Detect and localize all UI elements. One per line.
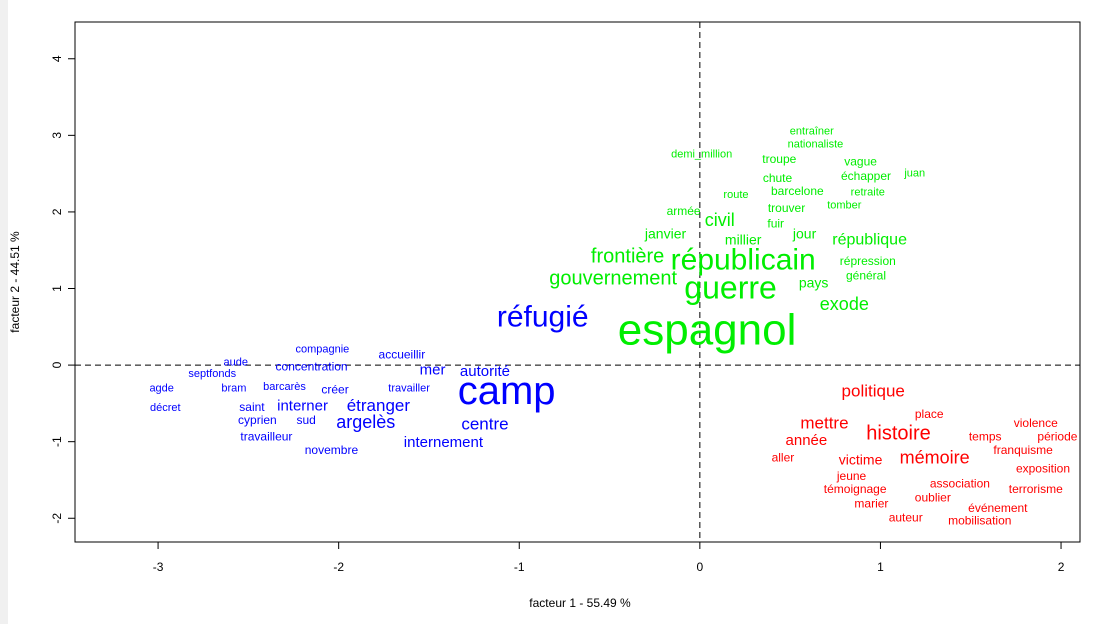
word: route [723,189,748,201]
word: répression [840,254,896,268]
word: auteur [889,510,923,524]
word: mettre [800,414,848,433]
word: autorité [460,363,510,380]
word: barcarès [263,381,306,393]
word: mer [420,361,446,378]
y-tick-label: 4 [50,55,64,62]
word: accueillir [379,347,426,361]
word: demi_million [671,148,732,160]
word: millier [725,232,762,248]
word: aude [223,357,247,369]
x-tick-label: 1 [877,560,884,574]
x-tick-label: 2 [1058,560,1065,574]
y-tick-label: -2 [50,513,64,524]
word: jeune [836,469,867,483]
word: frontière [591,245,664,267]
word: janvier [644,226,687,242]
word: victime [839,452,883,468]
background [8,0,1107,624]
word: sud [296,413,315,427]
word: entraîner [790,125,834,137]
word: pays [799,275,829,291]
word: concentration [276,360,348,374]
x-tick-label: 0 [697,560,704,574]
word: gouvernement [549,268,677,290]
word: étranger [347,396,411,415]
word: septfonds [188,368,236,380]
word: espagnol [618,306,797,355]
plot-frame [74,21,1081,543]
word: barcelone [771,184,824,198]
y-tick-label: 3 [50,132,64,139]
word: armée [667,204,701,218]
word: camp [458,369,556,413]
word: guerre [684,269,777,305]
word: novembre [305,443,359,457]
word: retraite [851,187,885,199]
word: échapper [841,169,891,183]
word: aller [772,451,795,465]
word: marier [854,497,888,511]
word: histoire [866,422,930,444]
word: argelès [336,412,395,432]
y-tick-label: 1 [50,285,64,292]
word: républicain [671,244,816,277]
word: saint [239,400,265,414]
word: mobilisation [948,513,1011,527]
x-axis-label: facteur 1 - 55.49 % [529,596,631,610]
word: réfugié [497,300,589,333]
word: période [1037,429,1077,443]
x-tick-label: -1 [514,560,525,574]
word: internement [404,434,484,451]
word: bram [221,383,246,395]
word: association [930,477,990,491]
word: exode [820,294,869,314]
word: créer [321,383,348,397]
word: exposition [1016,461,1070,475]
word: chute [763,171,793,185]
word: juan [903,168,925,180]
word: franquisme [993,443,1053,457]
word: agde [149,383,173,395]
y-tick-label: -1 [50,436,64,447]
word: centre [461,414,508,433]
word: décret [150,402,181,414]
word: politique [842,381,905,400]
word: nationaliste [788,138,844,150]
word: année [786,432,828,449]
word: place [915,407,944,421]
x-tick-label: -3 [153,560,164,574]
word: compagnie [295,344,349,356]
y-tick-label: 2 [50,208,64,215]
word: vague [844,154,877,168]
word: interner [277,397,328,414]
word: terrorisme [1009,482,1063,496]
word: témoignage [824,482,887,496]
word: temps [969,429,1002,443]
word: trouver [768,201,805,215]
word: travailleur [240,429,292,443]
word: république [832,231,907,248]
word: mémoire [900,447,970,467]
word: oublier [915,491,951,505]
y-axis-label: facteur 2 - 44.51 % [8,231,22,333]
word: travailler [388,383,430,395]
word: violence [1014,416,1058,430]
word: civil [705,210,735,230]
x-tick-label: -2 [333,560,344,574]
word: fuir [767,216,784,230]
word: troupe [762,152,796,166]
word: cyprien [238,413,277,427]
y-tick-label: 0 [50,361,64,368]
word: tomber [827,200,862,212]
word: événement [968,501,1028,515]
word: général [846,268,886,282]
word: jour [792,226,817,242]
